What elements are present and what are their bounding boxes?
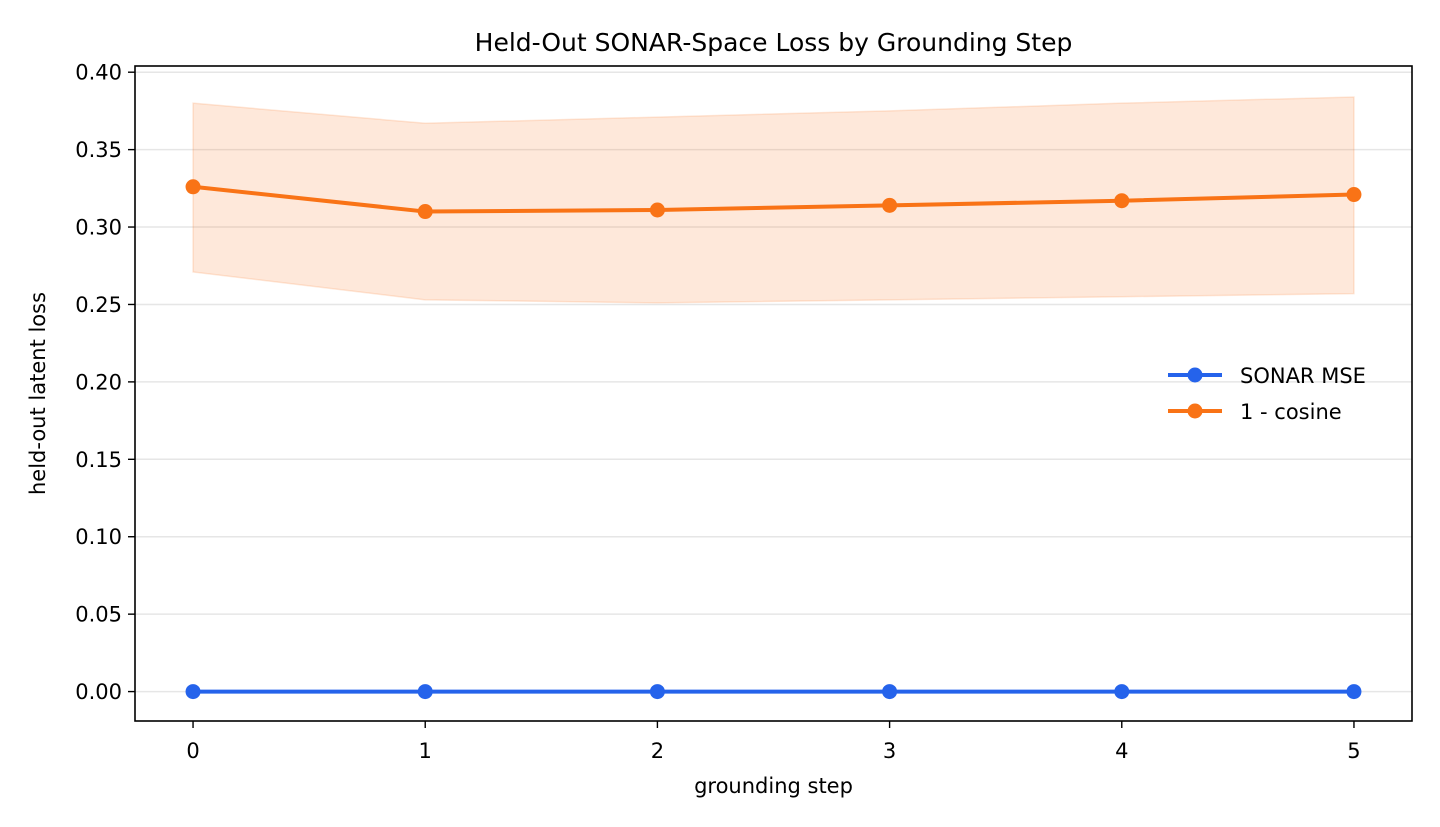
y-tick-label: 0.30 [75,216,122,240]
data-point [185,684,201,700]
y-tick-label: 0.40 [75,61,122,85]
y-tick-label: 0.05 [75,603,122,627]
y-tick-label: 0.25 [75,293,122,317]
series-layer [185,179,1362,700]
y-axis: 0.00 0.05 0.10 0.15 0.20 0.25 0.30 0.35 0.40 [75,61,135,704]
x-tick-label: 1 [419,739,432,763]
data-point [1114,193,1130,209]
y-tick-label: 0.15 [75,448,122,472]
band-layer [192,96,1355,304]
x-axis-title: grounding step [694,774,853,798]
x-axis: 0 1 2 3 4 5 [186,721,1361,763]
data-point [882,197,898,213]
data-point [882,684,898,700]
series-line [192,184,1355,214]
data-point [649,684,665,700]
data-point [417,204,433,220]
x-tick-label: 4 [1115,739,1128,763]
data-point [417,684,433,700]
data-point [1346,684,1362,700]
grid-layer [135,71,1412,693]
plot-frame [134,65,1413,722]
data-point [1114,684,1130,700]
x-tick-label: 5 [1347,739,1360,763]
y-tick-label: 0.00 [75,680,122,704]
y-tick-label: 0.10 [75,525,122,549]
legend-marker [1187,403,1203,419]
x-tick-label: 3 [883,739,896,763]
data-point [1346,187,1362,203]
legend-label: 1 - cosine [1240,400,1342,424]
legend-marker [1187,367,1203,383]
legend-label: SONAR MSE [1240,364,1366,388]
confidence-band [192,96,1355,304]
y-tick-label: 0.20 [75,370,122,394]
x-tick-label: 2 [651,739,664,763]
x-tick-label: 0 [186,739,199,763]
legend: SONAR MSE 1 - cosine [1168,364,1366,424]
chart-title: Held-Out SONAR-Space Loss by Grounding S… [475,28,1073,57]
data-point [185,179,201,195]
y-tick-label: 0.35 [75,138,122,162]
y-axis-title: held-out latent loss [26,292,50,495]
data-point [649,202,665,218]
